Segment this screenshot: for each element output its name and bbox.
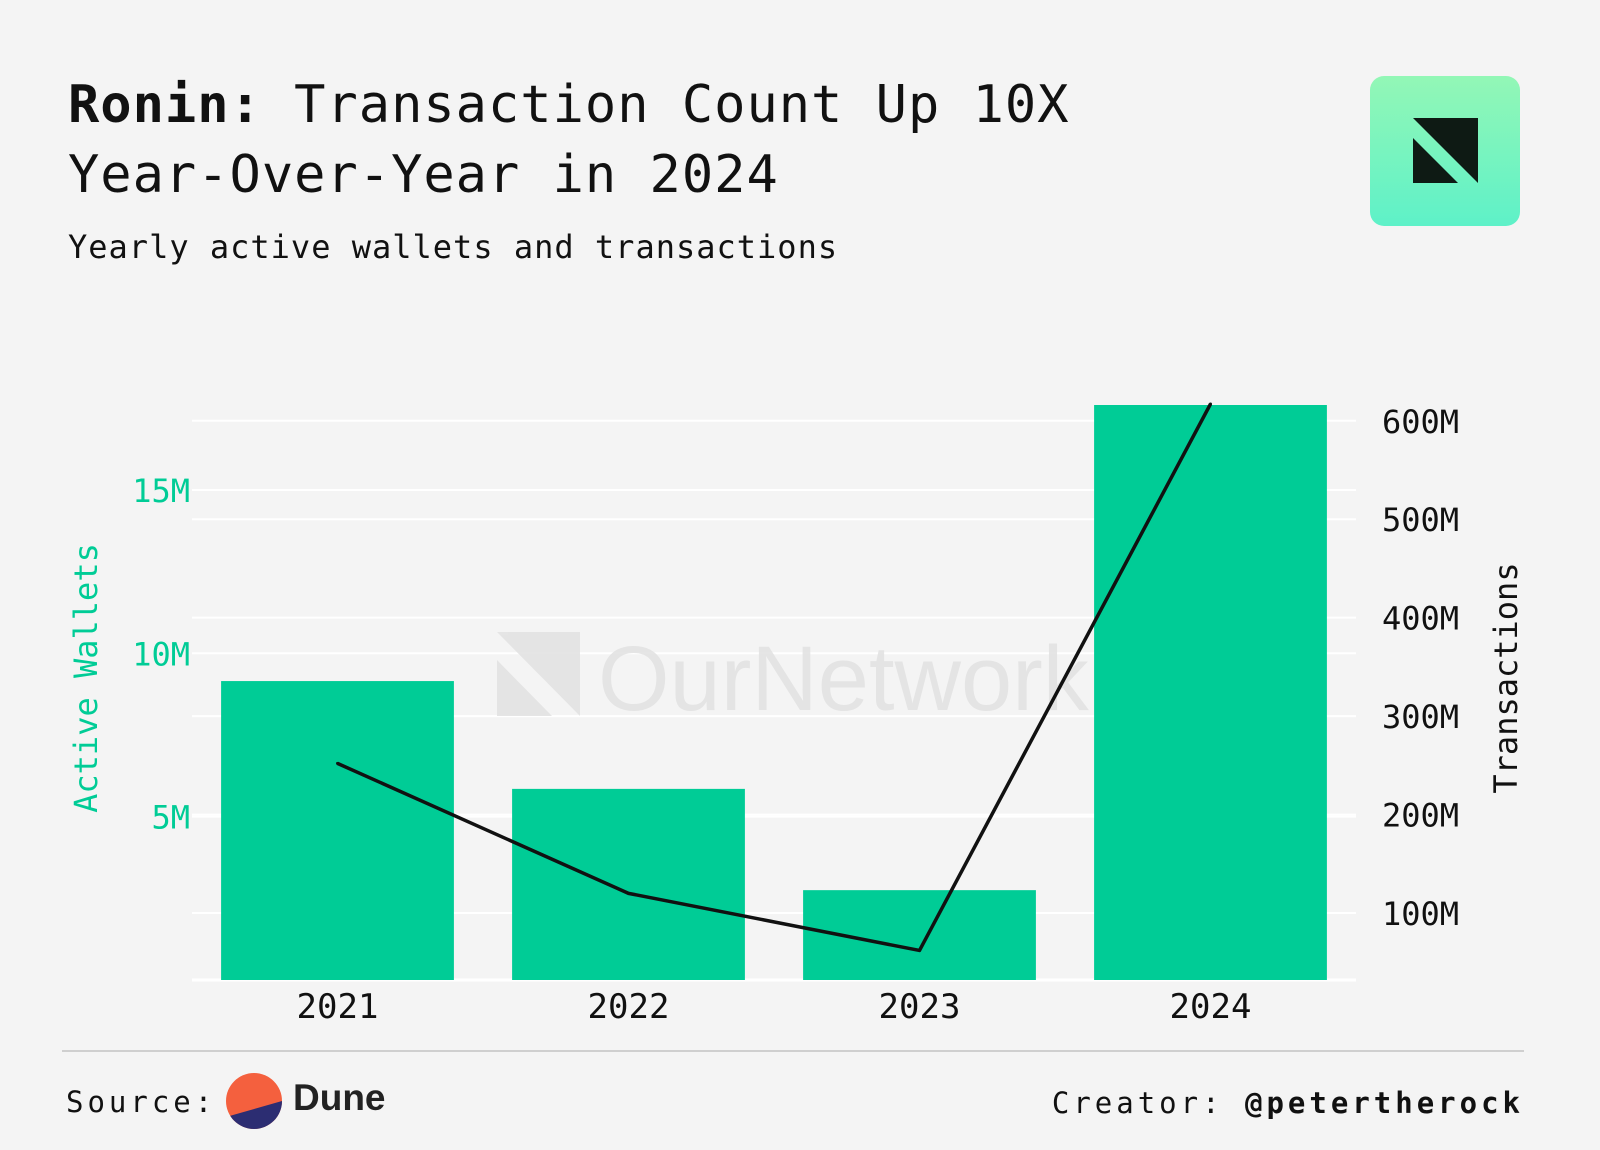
transactions-line-path [336, 403, 1213, 953]
creator-credit: Creator: @petertherock [1052, 1086, 1524, 1120]
chart-title: Ronin: Transaction Count Up 10X Year-Ove… [68, 70, 1248, 210]
right-axis-tick: 100M [1382, 895, 1459, 933]
x-axis-tick: 2022 [588, 987, 670, 1027]
x-axis-tick: 2023 [879, 987, 961, 1027]
line-point-2022 [627, 891, 630, 895]
left-axis-title: Active Wallets [67, 543, 105, 813]
bar-2022 [512, 788, 745, 980]
right-axis-tick: 400M [1382, 600, 1459, 638]
watermark-icon [497, 632, 580, 716]
right-axis-tick: 500M [1382, 501, 1459, 539]
bars [221, 405, 1327, 980]
line-point-2024 [1209, 402, 1212, 406]
bar-2024 [1094, 405, 1327, 980]
right-axis-tick: 300M [1382, 698, 1459, 736]
title-rest: Transaction Count Up 10X Year-Over-Year … [68, 75, 1070, 205]
left-axis-tick: 5M [151, 799, 190, 837]
transactions-line [336, 402, 1213, 953]
chart-subtitle: Yearly active wallets and transactions [68, 228, 839, 266]
title-bold: Ronin: [68, 75, 262, 135]
line-point-2023 [918, 948, 921, 952]
footer-divider [62, 1050, 1524, 1052]
ournetwork-watermark: OurNetwork [497, 628, 1090, 730]
watermark-text: OurNetwork [598, 628, 1090, 730]
x-axis-tick: 2021 [297, 987, 379, 1027]
ournetwork-logo-icon [1370, 76, 1520, 226]
right-axis-tick: 200M [1382, 797, 1459, 835]
left-axis-tick: 10M [132, 635, 190, 673]
right-axis-tick: 600M [1382, 403, 1459, 441]
bar-2021 [221, 681, 454, 980]
x-axis-tick: 2024 [1170, 987, 1252, 1027]
right-axis-title: Transactions [1487, 562, 1525, 793]
combo-chart: OurNetwork 5M 10M 15M 100M 200M 300M 400M 500M 6… [67, 402, 1525, 1027]
dune-logo-icon [226, 1073, 282, 1129]
watermark-icon-part [497, 660, 552, 716]
creator-label: Creator: [1051, 1086, 1224, 1120]
source-label: Source: [66, 1085, 217, 1119]
left-axis-tick: 15M [132, 472, 190, 510]
line-point-2021 [336, 761, 339, 765]
axes: 5M 10M 15M 100M 200M 300M 400M 500M 600M 2021 2022… [132, 403, 1459, 1027]
source-name: Dune [293, 1077, 386, 1118]
creator-handle: @petertherock [1245, 1086, 1524, 1120]
